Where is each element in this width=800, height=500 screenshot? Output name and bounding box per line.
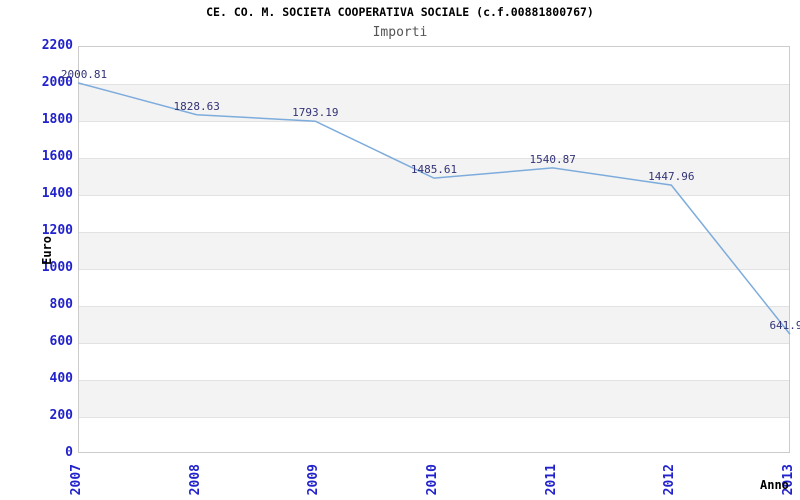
data-point-label: 1828.63 <box>173 99 220 113</box>
x-tick-label: 2009 <box>306 464 322 496</box>
x-tick-label: 2011 <box>543 464 559 496</box>
y-tick-label: 2000 <box>41 75 73 90</box>
x-tick-label: 2008 <box>187 464 203 496</box>
y-tick-label: 2200 <box>41 38 73 53</box>
y-tick-label: 800 <box>49 297 73 312</box>
line-series <box>77 82 791 335</box>
y-tick-label: 0 <box>65 445 73 460</box>
y-tick-label: 400 <box>49 371 73 386</box>
plot-band <box>79 343 789 380</box>
plot-band <box>79 269 789 306</box>
y-tick-label: 600 <box>49 334 73 349</box>
y-axis-title: Euro <box>40 236 54 265</box>
y-tick-label: 1800 <box>41 112 73 127</box>
plot-band <box>79 232 789 269</box>
x-axis-title: Anno <box>760 478 789 492</box>
line-series-svg <box>77 82 791 335</box>
plot-band <box>79 417 789 452</box>
y-tick-label: 1200 <box>41 223 73 238</box>
chart-title: CE. CO. M. SOCIETA COOPERATIVA SOCIALE (… <box>206 5 594 19</box>
data-point-label: 641.9 <box>769 319 800 333</box>
y-tick-label: 1400 <box>41 186 73 201</box>
x-tick-label: 2007 <box>69 464 84 496</box>
y-tick-label: 200 <box>49 408 73 423</box>
data-point-label: 1540.87 <box>529 152 576 166</box>
plot-band <box>79 158 789 195</box>
plot-band <box>79 195 789 232</box>
plot-band <box>79 47 789 84</box>
chart-subtitle: Importi <box>372 25 428 40</box>
x-tick-label: 2012 <box>662 464 678 496</box>
data-point-label: 1793.19 <box>292 106 339 120</box>
x-tick-label: 2010 <box>425 464 440 496</box>
y-tick-label: 1000 <box>41 260 73 275</box>
data-point-label: 1447.96 <box>648 170 695 184</box>
y-tick-label: 1600 <box>41 149 73 164</box>
plot-band <box>79 121 789 158</box>
plot-band <box>79 380 789 417</box>
plot-band <box>79 306 789 343</box>
data-point-label: 1485.61 <box>410 163 458 177</box>
data-point-label: 2000.81 <box>60 67 108 81</box>
